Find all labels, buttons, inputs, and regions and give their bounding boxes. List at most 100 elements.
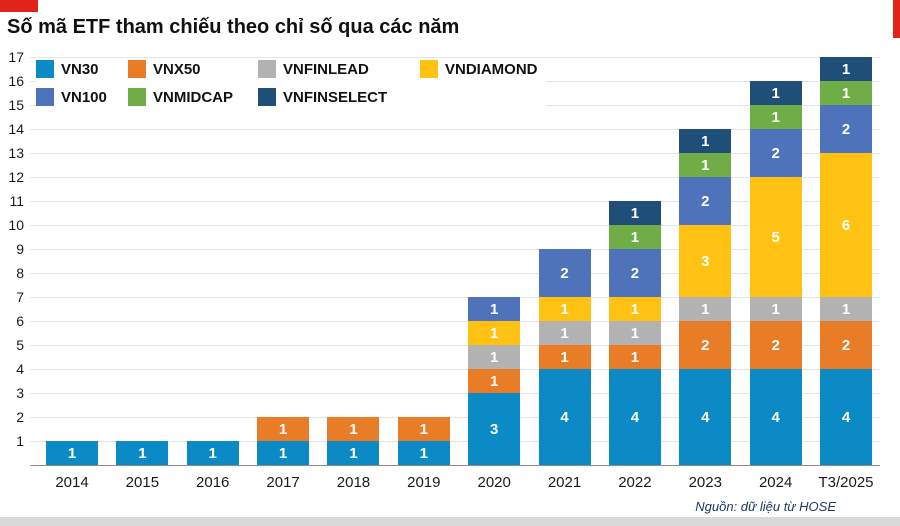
data-label: 2 bbox=[841, 336, 851, 354]
legend-swatch bbox=[258, 60, 276, 78]
bar-segment-vndiamond: 3 bbox=[679, 225, 732, 297]
red-edge-strip bbox=[893, 0, 900, 38]
data-label: 2 bbox=[841, 120, 851, 138]
y-axis-tick-label: 3 bbox=[16, 385, 24, 401]
bar-segment-vnmidcap: 1 bbox=[608, 225, 661, 249]
bar-segment-vnfinlead: 1 bbox=[468, 345, 521, 369]
y-axis-tick-label: 15 bbox=[8, 97, 24, 113]
bar-segment-vnfinselect: 1 bbox=[608, 201, 661, 225]
bar-segment-vn100: 2 bbox=[820, 105, 872, 153]
bar-segment-vnfinlead: 1 bbox=[749, 297, 802, 321]
data-label: 2 bbox=[771, 144, 780, 162]
gridline bbox=[30, 393, 880, 394]
bar-segment-vn30: 1 bbox=[327, 441, 380, 465]
x-axis-category-label: 2024 bbox=[758, 474, 793, 491]
bar-segment-vnfinlead: 1 bbox=[608, 321, 661, 345]
bar-segment-vn30: 4 bbox=[679, 369, 732, 465]
bar-segment-vnfinlead: 1 bbox=[820, 297, 872, 321]
bar-segment-vnx50: 1 bbox=[538, 345, 591, 369]
legend-item-vnfinlead: VNFINLEAD bbox=[258, 60, 420, 78]
data-label: 1 bbox=[67, 444, 77, 462]
data-label: 1 bbox=[630, 348, 640, 366]
data-label: 1 bbox=[701, 156, 710, 174]
bar-segment-vn30: 4 bbox=[608, 369, 661, 465]
data-label: 1 bbox=[490, 348, 499, 366]
y-axis-tick-label: 4 bbox=[16, 361, 24, 377]
bar-segment-vn100: 2 bbox=[749, 129, 802, 177]
data-label: 1 bbox=[630, 300, 640, 318]
data-label: 1 bbox=[138, 444, 147, 462]
y-axis-tick-label: 9 bbox=[16, 241, 24, 257]
gridline bbox=[30, 153, 880, 154]
x-axis-category-label: 2017 bbox=[266, 474, 300, 491]
legend-swatch bbox=[36, 60, 54, 78]
data-label: 1 bbox=[841, 84, 851, 102]
data-label: 1 bbox=[490, 324, 499, 342]
data-label: 4 bbox=[560, 408, 569, 426]
y-axis-tick-label: 10 bbox=[8, 217, 24, 233]
bar-segment-vnfinlead: 1 bbox=[679, 297, 732, 321]
gridline bbox=[30, 321, 880, 322]
data-label: 1 bbox=[278, 444, 288, 462]
bar-segment-vnmidcap: 1 bbox=[749, 105, 802, 129]
bar-segment-vndiamond: 6 bbox=[820, 153, 872, 297]
bar-segment-vn30: 4 bbox=[538, 369, 591, 465]
legend-label: VNFINSELECT bbox=[283, 88, 388, 106]
data-label: 1 bbox=[701, 132, 710, 150]
data-label: 4 bbox=[630, 408, 640, 426]
data-label: 1 bbox=[771, 300, 780, 318]
bar-segment-vndiamond: 1 bbox=[538, 297, 591, 321]
x-axis-category-label: 2021 bbox=[547, 474, 582, 491]
bar-segment-vn30: 1 bbox=[46, 441, 98, 465]
x-axis-category-label: 2018 bbox=[336, 474, 371, 491]
data-label: 1 bbox=[630, 228, 640, 246]
x-axis-category-label: 2020 bbox=[477, 474, 511, 491]
bar-segment-vn100: 2 bbox=[679, 177, 732, 225]
data-label: 1 bbox=[490, 372, 499, 390]
x-axis-category-label: T3/2025 bbox=[818, 474, 874, 491]
bar-segment-vndiamond: 1 bbox=[468, 321, 521, 345]
bar-segment-vnfinselect: 1 bbox=[679, 129, 732, 153]
data-label: 2 bbox=[630, 264, 640, 282]
x-axis-category-label: 2016 bbox=[196, 474, 230, 491]
data-label: 4 bbox=[701, 408, 710, 426]
gridline bbox=[30, 417, 880, 418]
legend-swatch bbox=[258, 88, 276, 106]
data-label: 1 bbox=[419, 420, 428, 438]
legend-label: VNFINLEAD bbox=[283, 60, 369, 78]
bar-segment-vnfinselect: 1 bbox=[820, 57, 872, 81]
bar-segment-vnfinselect: 1 bbox=[749, 81, 802, 105]
data-label: 6 bbox=[841, 216, 851, 234]
y-axis-tick-label: 2 bbox=[16, 409, 24, 425]
bar-segment-vn30: 4 bbox=[749, 369, 802, 465]
y-axis-tick-label: 14 bbox=[8, 121, 24, 137]
data-label: 2 bbox=[560, 264, 569, 282]
x-axis-line bbox=[30, 465, 880, 466]
data-label: 1 bbox=[490, 300, 499, 318]
bar-segment-vndiamond: 5 bbox=[749, 177, 802, 297]
chart-legend: VN30 VNX50 VNFINLEAD VNDIAMOND VN100 VNMIDCAP… bbox=[36, 60, 546, 108]
y-axis-tick-label: 17 bbox=[8, 49, 24, 65]
gridline bbox=[30, 201, 880, 202]
data-label: 1 bbox=[630, 324, 640, 342]
gridline bbox=[30, 297, 880, 298]
data-label: 1 bbox=[560, 348, 569, 366]
bar-segment-vnx50: 1 bbox=[608, 345, 661, 369]
data-label: 1 bbox=[560, 300, 569, 318]
legend-label: VNX50 bbox=[153, 60, 201, 78]
data-label: 1 bbox=[560, 324, 569, 342]
data-label: 5 bbox=[771, 228, 780, 246]
data-label: 1 bbox=[419, 444, 428, 462]
legend-item-vndiamond: VNDIAMOND bbox=[420, 60, 538, 78]
bar-segment-vn30: 4 bbox=[820, 369, 872, 465]
bar-segment-vnx50: 1 bbox=[397, 417, 450, 441]
data-label: 2 bbox=[701, 192, 710, 210]
bar-segment-vnx50: 2 bbox=[749, 321, 802, 369]
gridline bbox=[30, 57, 880, 58]
data-label: 1 bbox=[701, 300, 710, 318]
gridline bbox=[30, 273, 880, 274]
legend-label: VN30 bbox=[61, 60, 99, 78]
legend-swatch bbox=[128, 60, 146, 78]
gridline bbox=[30, 225, 880, 226]
